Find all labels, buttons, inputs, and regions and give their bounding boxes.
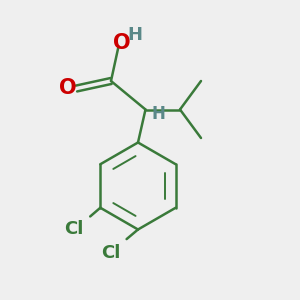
Text: H: H [151, 105, 165, 123]
Text: O: O [59, 79, 77, 98]
Text: Cl: Cl [64, 220, 83, 238]
Text: H: H [128, 26, 142, 44]
Text: Cl: Cl [101, 244, 121, 262]
Text: O: O [113, 33, 131, 53]
